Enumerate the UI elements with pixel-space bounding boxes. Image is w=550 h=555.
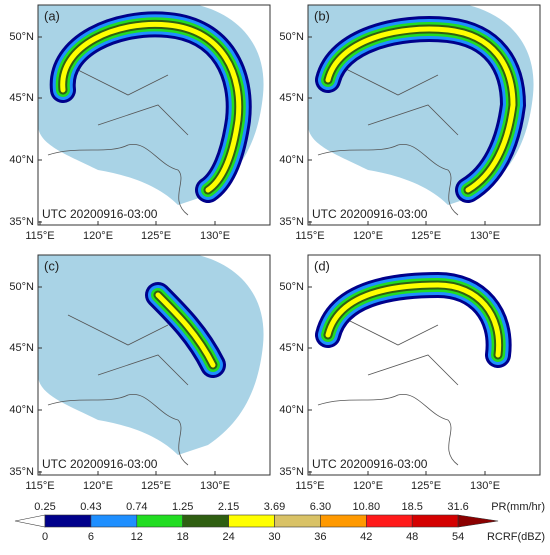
lon-label: 130°E bbox=[470, 230, 500, 242]
pr-label: 6.30 bbox=[310, 501, 331, 513]
lon-label: 130°E bbox=[200, 230, 230, 242]
colorbar-bin bbox=[365, 514, 413, 528]
lon-label: 115°E bbox=[25, 480, 54, 492]
precipitation-band bbox=[325, 282, 502, 358]
timestamp: UTC 20200916-03:00 bbox=[312, 207, 428, 221]
dbz-label: 42 bbox=[360, 531, 372, 543]
dbz-label: 18 bbox=[177, 531, 189, 543]
pr-label: 18.5 bbox=[401, 501, 422, 513]
lon-label: 125°E bbox=[141, 480, 171, 492]
panel-frame bbox=[307, 254, 541, 476]
lat-label: 35°N bbox=[9, 216, 34, 228]
panel-label: (c) bbox=[44, 258, 59, 273]
colorbar-end bbox=[457, 514, 499, 528]
pr-label: 3.69 bbox=[264, 501, 285, 513]
colorbar-bin bbox=[228, 514, 275, 528]
precipitation-band bbox=[155, 292, 216, 368]
lat-label: 45°N bbox=[9, 342, 34, 354]
lon-label: 130°E bbox=[200, 480, 230, 492]
coverage-area bbox=[38, 255, 264, 455]
coastline bbox=[317, 64, 459, 216]
colorbar-bin bbox=[320, 514, 367, 528]
timestamp: UTC 20200916-03:00 bbox=[312, 457, 428, 471]
lat-label: 45°N bbox=[9, 92, 34, 104]
dbz-label: 24 bbox=[222, 531, 234, 543]
lat-label: 45°N bbox=[279, 342, 304, 354]
lon-label: 115°E bbox=[295, 480, 324, 492]
timestamp: UTC 20200916-03:00 bbox=[42, 457, 158, 471]
pr-label: 2.15 bbox=[218, 501, 239, 513]
colorbar-bin bbox=[274, 514, 321, 528]
lon-label: 125°E bbox=[411, 230, 441, 242]
lon-label: 125°E bbox=[141, 230, 171, 242]
lon-label: 120°E bbox=[83, 230, 113, 242]
lat-label: 50°N bbox=[9, 281, 34, 293]
panel-label: (b) bbox=[314, 8, 330, 23]
lat-label: 50°N bbox=[9, 31, 34, 43]
pr-unit: PR(mm/hr) bbox=[491, 501, 545, 513]
coastline bbox=[47, 64, 189, 216]
lat-label: 40°N bbox=[279, 154, 304, 166]
map-panel: (a) UTC 20200916-03:00 50°N 45°N 40°N 35°N 115… bbox=[9, 4, 271, 242]
lon-label: 130°E bbox=[470, 480, 500, 492]
lon-label: 120°E bbox=[83, 480, 113, 492]
map-panel: (c) UTC 20200916-03:00 50°N 45°N 40°N 35°N 115… bbox=[9, 254, 271, 492]
dbz-label: 12 bbox=[131, 531, 143, 543]
lon-label: 115°E bbox=[25, 230, 54, 242]
dbz-label: 36 bbox=[314, 531, 326, 543]
lat-label: 40°N bbox=[9, 404, 34, 416]
colorbar-end bbox=[14, 514, 46, 528]
pr-label: 0.25 bbox=[34, 501, 55, 513]
pr-label: 0.74 bbox=[126, 501, 147, 513]
panel-frame bbox=[37, 254, 271, 476]
pr-label: 0.43 bbox=[80, 501, 101, 513]
lon-label: 115°E bbox=[295, 230, 324, 242]
lon-label: 120°E bbox=[353, 480, 383, 492]
pr-label: 1.25 bbox=[172, 501, 193, 513]
lat-label: 50°N bbox=[279, 281, 304, 293]
lat-label: 50°N bbox=[279, 31, 304, 43]
lat-label: 35°N bbox=[9, 466, 34, 478]
coastline bbox=[317, 314, 459, 466]
dbz-label: 6 bbox=[88, 531, 94, 543]
colorbar-bin bbox=[182, 514, 229, 528]
dbz-unit: RCRF(dBZ) bbox=[487, 531, 545, 543]
dbz-label: 48 bbox=[406, 531, 418, 543]
pr-label: 31.6 bbox=[447, 501, 468, 513]
lat-label: 40°N bbox=[279, 404, 304, 416]
lat-label: 35°N bbox=[279, 216, 304, 228]
panel-frame bbox=[307, 4, 541, 226]
lat-label: 40°N bbox=[9, 154, 34, 166]
map-panel: (d) UTC 20200916-03:00 50°N 45°N 40°N 35°N 115… bbox=[279, 254, 541, 492]
coastline bbox=[47, 314, 189, 466]
map-panel: (b) UTC 20200916-03:00 50°N 45°N 40°N 35°N 115… bbox=[279, 4, 541, 242]
panel-frame bbox=[37, 4, 271, 226]
colorbar-bin bbox=[44, 514, 92, 528]
pr-label: 10.80 bbox=[353, 501, 381, 513]
precipitation-band bbox=[325, 26, 516, 193]
dbz-label: 30 bbox=[268, 531, 280, 543]
lon-label: 120°E bbox=[353, 230, 383, 242]
lat-label: 35°N bbox=[279, 466, 304, 478]
timestamp: UTC 20200916-03:00 bbox=[42, 207, 158, 221]
lat-label: 45°N bbox=[279, 92, 304, 104]
colorbar-bin bbox=[136, 514, 184, 528]
colorbar-bin bbox=[411, 514, 459, 528]
precipitation-band bbox=[60, 21, 242, 193]
dbz-label: 0 bbox=[42, 531, 48, 543]
panel-label: (d) bbox=[314, 258, 330, 273]
dbz-label: 54 bbox=[452, 531, 464, 543]
colorbar-bin bbox=[90, 514, 138, 528]
lon-label: 125°E bbox=[411, 480, 441, 492]
panel-label: (a) bbox=[44, 8, 60, 23]
